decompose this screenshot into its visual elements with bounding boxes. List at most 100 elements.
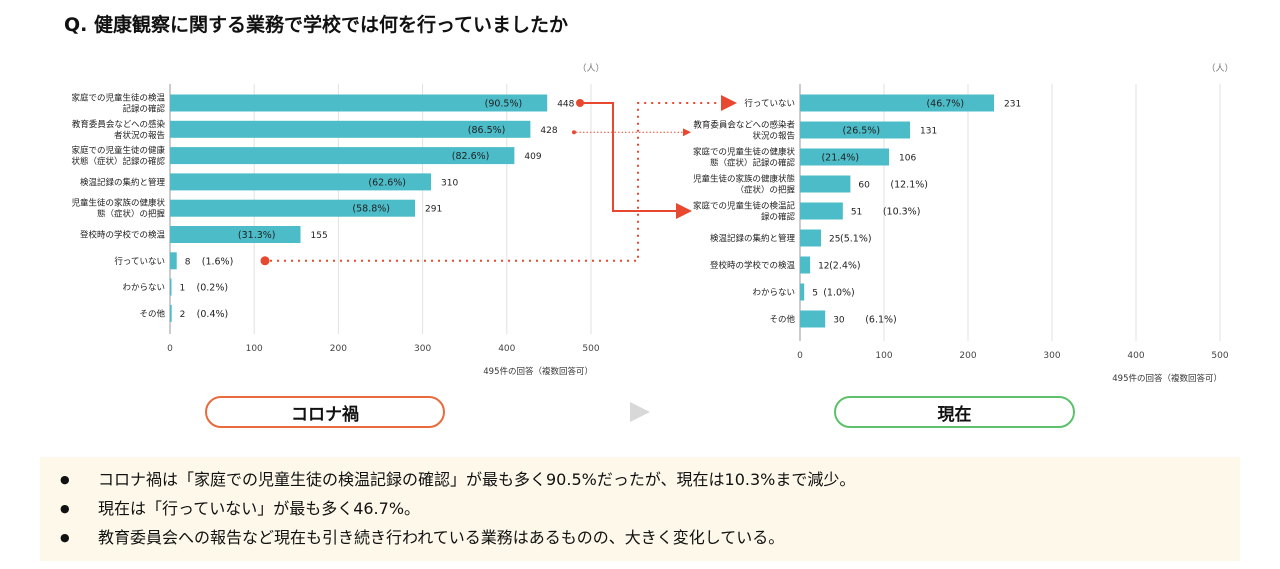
percent-label: (90.5%)	[485, 99, 523, 110]
percent-label: (10.3%)	[883, 207, 921, 218]
transition-arrow-icon	[630, 402, 650, 422]
x-tick-label: 500	[582, 344, 599, 354]
category-label: 家庭での児童生徒の健康状態（症状）記録の確認	[693, 147, 796, 169]
category-label: 検温記録の集約と管理	[710, 233, 796, 244]
x-tick-label: 500	[1211, 351, 1228, 361]
percent-label: (82.6%)	[452, 151, 490, 162]
chart-covid: 0 100 200 300 400 500 （人） 495件の回答（複数回答可） 家庭での児童生…	[71, 63, 604, 377]
percent-label: (31.3%)	[238, 230, 276, 241]
category-label: 家庭での児童生徒の検温記録の確認	[693, 201, 796, 223]
bar	[170, 252, 177, 270]
bar	[800, 175, 851, 193]
bar	[800, 256, 811, 274]
bar	[800, 148, 890, 166]
category-label: 児童生徒の家族の健康状態（症状）の把握	[71, 198, 165, 220]
percent-label: (62.6%)	[368, 177, 406, 188]
bar	[170, 173, 432, 191]
bar	[170, 147, 515, 165]
summary-item-1: コロナ禍は「家庭での児童生徒の検温記録の確認」が最も多く90.5%だったが、現在…	[40, 465, 1240, 494]
category-label: 検温記録の集約と管理	[80, 177, 166, 188]
category-label: その他	[769, 314, 795, 325]
percent-label: (26.5%)	[842, 126, 880, 137]
percent-label: (1.6%)	[202, 256, 234, 267]
value-label: 310	[441, 178, 458, 188]
value-label: 2	[180, 310, 186, 320]
x-tick-label: 200	[330, 344, 347, 354]
percent-label: (86.5%)	[468, 125, 506, 136]
category-label: 児童生徒の家族の健康状態（症状）の把握	[693, 174, 796, 196]
category-label: 教育委員会などへの感染者状況の報告	[72, 119, 166, 141]
summary-item-3: 教育委員会への報告など現在も引き続き行われている業務はあるものの、大きく変化して…	[40, 523, 1240, 552]
bar	[170, 278, 172, 296]
percent-label: (12.1%)	[890, 180, 928, 191]
category-label: 登校時の学校での検温	[80, 230, 166, 241]
bar	[800, 121, 911, 139]
percent-label: (58.8%)	[352, 204, 390, 215]
value-label: 30	[833, 316, 845, 326]
x-tick-label: 300	[1043, 351, 1060, 361]
value-label: 1	[180, 284, 186, 294]
value-label: 291	[425, 205, 442, 215]
x-tick-label: 200	[959, 351, 976, 361]
bar	[800, 283, 805, 301]
period-label-covid: コロナ禍	[205, 396, 445, 428]
connector-arrow-solid	[580, 102, 692, 219]
value-label: 131	[920, 127, 937, 137]
summary-item-2: 現在は「行っていない」が最も多く46.7%。	[40, 494, 1240, 523]
value-label: 409	[524, 152, 541, 162]
percent-label: (21.4%)	[821, 153, 859, 164]
connector-arrow-dotted	[270, 95, 737, 262]
category-label: 家庭での児童生徒の検温記録の確認	[71, 93, 165, 115]
value-label: 8	[185, 257, 191, 267]
bar	[170, 94, 548, 112]
category-label: その他	[139, 308, 165, 319]
percent-label: (5.1%)	[840, 234, 872, 245]
page-title: Q. 健康観察に関する業務で学校では何を行っていましたか	[64, 14, 569, 36]
value-label: 25	[829, 235, 840, 245]
response-note: 495件の回答（複数回答可）	[1112, 373, 1222, 384]
x-tick-label: 400	[498, 344, 515, 354]
x-tick-label: 100	[875, 351, 892, 361]
x-tick-label: 400	[1127, 351, 1144, 361]
x-tick-label: 300	[414, 344, 431, 354]
category-label: わからない	[752, 288, 795, 298]
category-label: わからない	[122, 283, 165, 293]
response-note: 495件の回答（複数回答可）	[483, 366, 593, 377]
connector-dot	[572, 130, 576, 135]
connector-dot	[260, 256, 270, 266]
comparison-charts: 0 100 200 300 400 500 （人） 495件の回答（複数回答可） 家庭での児童生…	[71, 63, 1234, 384]
period-label-current: 現在	[834, 396, 1075, 428]
summary-box: コロナ禍は「家庭での児童生徒の検温記録の確認」が最も多く90.5%だったが、現在…	[40, 457, 1240, 561]
unit-label: （人）	[577, 63, 604, 74]
chart-current: 0 100 200 300 400 500 （人） 495件の回答（複数回答可） 行っていない (…	[693, 63, 1234, 384]
category-label: 教育委員会などへの感染者状況の報告	[693, 120, 795, 142]
percent-label: (1.0%)	[823, 288, 855, 299]
value-label: 5	[812, 289, 818, 299]
x-tick-label: 0	[797, 351, 803, 361]
value-label: 51	[851, 208, 862, 218]
bar	[800, 310, 826, 328]
percent-label: (0.2%)	[197, 283, 229, 294]
value-label: 155	[311, 231, 328, 241]
percent-label: (0.4%)	[197, 309, 229, 320]
bar	[170, 120, 531, 138]
bar	[170, 199, 416, 217]
percent-label: (6.1%)	[865, 315, 897, 326]
value-label: 448	[557, 100, 574, 110]
percent-label: (2.4%)	[829, 261, 861, 272]
bar	[800, 202, 843, 220]
percent-label: (46.7%)	[926, 99, 964, 110]
bar	[170, 304, 172, 322]
bar	[800, 94, 995, 112]
category-label: 登校時の学校での検温	[710, 260, 796, 271]
unit-label: （人）	[1206, 63, 1233, 74]
value-label: 12	[818, 262, 829, 272]
category-label: 家庭での児童生徒の健康状態（症状）記録の確認	[71, 145, 165, 167]
x-tick-label: 100	[246, 344, 263, 354]
value-label: 106	[899, 154, 916, 164]
category-label: 行っていない	[114, 256, 165, 267]
category-label: 行っていない	[744, 98, 795, 109]
bar	[800, 229, 821, 247]
value-label: 231	[1004, 100, 1021, 110]
value-label: 60	[858, 181, 870, 191]
